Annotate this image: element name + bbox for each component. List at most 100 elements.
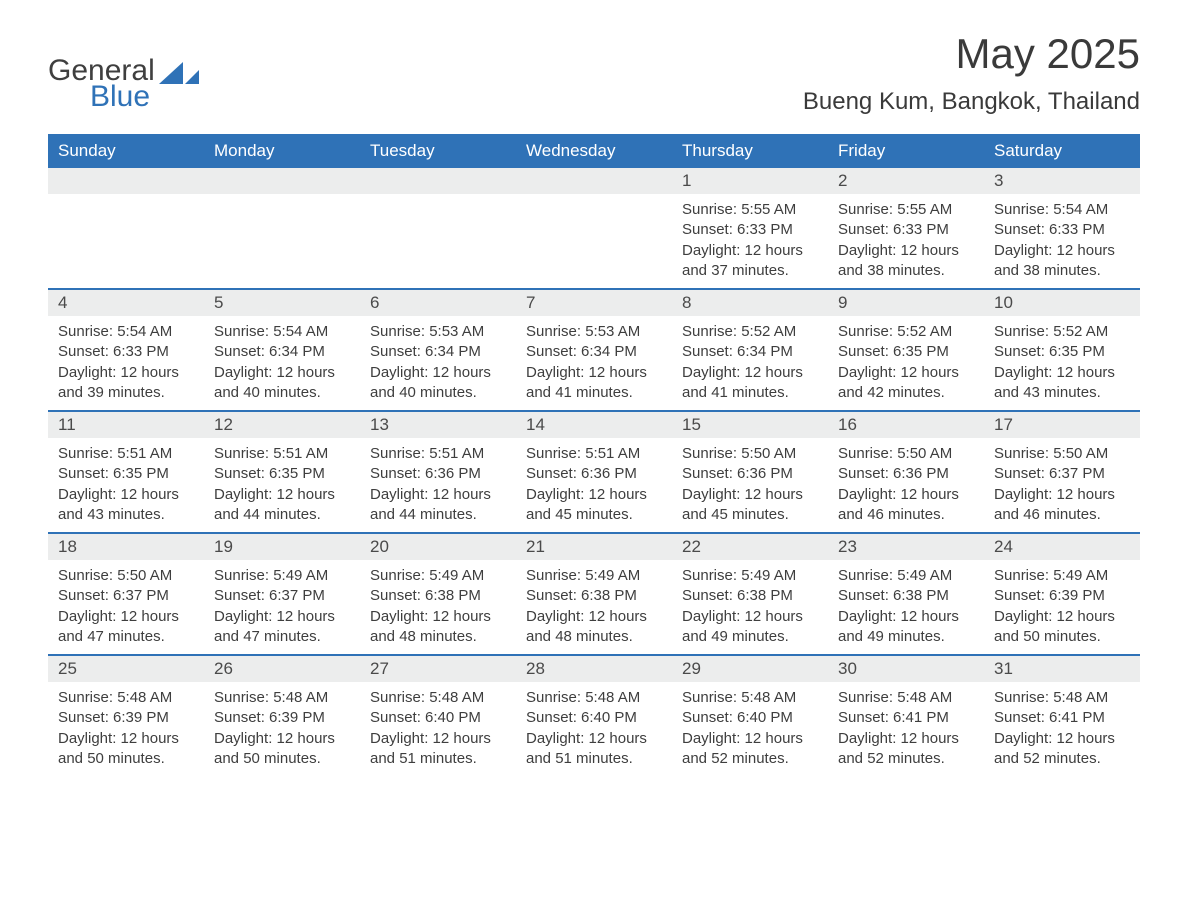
daylight-label: Daylight: (214, 486, 277, 503)
sunset-label: Sunset: (214, 343, 269, 360)
sunset-value: 6:33 PM (1049, 221, 1105, 238)
sunset-line: Sunset: 6:34 PM (214, 342, 350, 362)
sunrise-line: Sunrise: 5:48 AM (838, 688, 974, 708)
sunrise-value: 5:54 AM (117, 323, 172, 340)
calendar-cell: 3Sunrise: 5:54 AMSunset: 6:33 PMDaylight… (984, 168, 1140, 288)
cell-body: Sunrise: 5:49 AMSunset: 6:37 PMDaylight:… (204, 560, 360, 653)
daylight-line: Daylight: 12 hours and 39 minutes. (58, 363, 194, 404)
daylight-line: Daylight: 12 hours and 41 minutes. (682, 363, 818, 404)
cell-body: Sunrise: 5:49 AMSunset: 6:38 PMDaylight:… (360, 560, 516, 653)
sunset-line: Sunset: 6:40 PM (526, 708, 662, 728)
calendar-cell: 28Sunrise: 5:48 AMSunset: 6:40 PMDayligh… (516, 656, 672, 776)
sunrise-line: Sunrise: 5:48 AM (214, 688, 350, 708)
day-header-cell: Friday (828, 134, 984, 168)
calendar-cell (204, 168, 360, 288)
sunset-value: 6:35 PM (893, 343, 949, 360)
day-number: 17 (984, 412, 1140, 438)
sunset-line: Sunset: 6:39 PM (994, 586, 1130, 606)
daylight-line: Daylight: 12 hours and 52 minutes. (682, 729, 818, 770)
sunrise-line: Sunrise: 5:51 AM (370, 444, 506, 464)
day-header-cell: Monday (204, 134, 360, 168)
cell-body: Sunrise: 5:49 AMSunset: 6:38 PMDaylight:… (828, 560, 984, 653)
calendar-cell: 18Sunrise: 5:50 AMSunset: 6:37 PMDayligh… (48, 534, 204, 654)
daylight-label: Daylight: (682, 486, 745, 503)
sunrise-line: Sunrise: 5:49 AM (526, 566, 662, 586)
cell-body: Sunrise: 5:55 AMSunset: 6:33 PMDaylight:… (672, 194, 828, 287)
day-header-cell: Saturday (984, 134, 1140, 168)
sunset-label: Sunset: (994, 465, 1049, 482)
sunrise-value: 5:49 AM (741, 567, 796, 584)
calendar-cell: 7Sunrise: 5:53 AMSunset: 6:34 PMDaylight… (516, 290, 672, 410)
calendar-cell: 22Sunrise: 5:49 AMSunset: 6:38 PMDayligh… (672, 534, 828, 654)
calendar-cell: 6Sunrise: 5:53 AMSunset: 6:34 PMDaylight… (360, 290, 516, 410)
sunrise-label: Sunrise: (370, 567, 429, 584)
cell-body: Sunrise: 5:50 AMSunset: 6:36 PMDaylight:… (828, 438, 984, 531)
sunrise-label: Sunrise: (838, 567, 897, 584)
cell-body: Sunrise: 5:51 AMSunset: 6:36 PMDaylight:… (516, 438, 672, 531)
sunrise-value: 5:51 AM (117, 445, 172, 462)
sunrise-label: Sunrise: (370, 689, 429, 706)
sunrise-label: Sunrise: (370, 445, 429, 462)
sunrise-value: 5:54 AM (273, 323, 328, 340)
sunset-value: 6:37 PM (1049, 465, 1105, 482)
sunset-value: 6:33 PM (113, 343, 169, 360)
sunrise-label: Sunrise: (838, 323, 897, 340)
day-number: 14 (516, 412, 672, 438)
sunset-label: Sunset: (526, 587, 581, 604)
daylight-label: Daylight: (370, 364, 433, 381)
sunset-label: Sunset: (370, 465, 425, 482)
daylight-line: Daylight: 12 hours and 43 minutes. (994, 363, 1130, 404)
sunrise-value: 5:49 AM (585, 567, 640, 584)
sunrise-line: Sunrise: 5:53 AM (370, 322, 506, 342)
day-number: 29 (672, 656, 828, 682)
sunset-value: 6:38 PM (581, 587, 637, 604)
sunset-line: Sunset: 6:40 PM (682, 708, 818, 728)
daylight-label: Daylight: (526, 608, 589, 625)
sunrise-label: Sunrise: (214, 445, 273, 462)
day-header-cell: Wednesday (516, 134, 672, 168)
cell-body: Sunrise: 5:51 AMSunset: 6:36 PMDaylight:… (360, 438, 516, 531)
day-header-cell: Sunday (48, 134, 204, 168)
cell-body: Sunrise: 5:52 AMSunset: 6:35 PMDaylight:… (984, 316, 1140, 409)
logo-word2: Blue (90, 82, 155, 112)
calendar-cell: 10Sunrise: 5:52 AMSunset: 6:35 PMDayligh… (984, 290, 1140, 410)
calendar-cell (516, 168, 672, 288)
sunset-label: Sunset: (214, 587, 269, 604)
calendar-cell: 13Sunrise: 5:51 AMSunset: 6:36 PMDayligh… (360, 412, 516, 532)
daylight-label: Daylight: (838, 242, 901, 259)
day-number: 31 (984, 656, 1140, 682)
sunset-value: 6:34 PM (737, 343, 793, 360)
sunset-label: Sunset: (526, 343, 581, 360)
sunset-value: 6:39 PM (113, 709, 169, 726)
daylight-label: Daylight: (994, 486, 1057, 503)
cell-body: Sunrise: 5:49 AMSunset: 6:38 PMDaylight:… (672, 560, 828, 653)
day-number (360, 168, 516, 194)
sunset-value: 6:41 PM (1049, 709, 1105, 726)
daylight-line: Daylight: 12 hours and 40 minutes. (370, 363, 506, 404)
sunrise-line: Sunrise: 5:54 AM (994, 200, 1130, 220)
sunrise-label: Sunrise: (526, 567, 585, 584)
day-number: 7 (516, 290, 672, 316)
sunrise-value: 5:55 AM (741, 201, 796, 218)
calendar-cell: 1Sunrise: 5:55 AMSunset: 6:33 PMDaylight… (672, 168, 828, 288)
sunrise-line: Sunrise: 5:48 AM (58, 688, 194, 708)
calendar-cell: 19Sunrise: 5:49 AMSunset: 6:37 PMDayligh… (204, 534, 360, 654)
daylight-label: Daylight: (526, 364, 589, 381)
daylight-line: Daylight: 12 hours and 43 minutes. (58, 485, 194, 526)
sunset-line: Sunset: 6:37 PM (994, 464, 1130, 484)
sunrise-value: 5:48 AM (1053, 689, 1108, 706)
sunrise-line: Sunrise: 5:50 AM (58, 566, 194, 586)
day-number (516, 168, 672, 194)
sunrise-line: Sunrise: 5:50 AM (682, 444, 818, 464)
sunrise-line: Sunrise: 5:48 AM (370, 688, 506, 708)
daylight-line: Daylight: 12 hours and 50 minutes. (58, 729, 194, 770)
sunset-line: Sunset: 6:35 PM (58, 464, 194, 484)
sunset-label: Sunset: (994, 343, 1049, 360)
day-number: 9 (828, 290, 984, 316)
sunset-line: Sunset: 6:35 PM (994, 342, 1130, 362)
day-number: 22 (672, 534, 828, 560)
daylight-label: Daylight: (370, 608, 433, 625)
cell-body: Sunrise: 5:48 AMSunset: 6:39 PMDaylight:… (204, 682, 360, 775)
calendar-cell: 12Sunrise: 5:51 AMSunset: 6:35 PMDayligh… (204, 412, 360, 532)
sunset-value: 6:36 PM (737, 465, 793, 482)
